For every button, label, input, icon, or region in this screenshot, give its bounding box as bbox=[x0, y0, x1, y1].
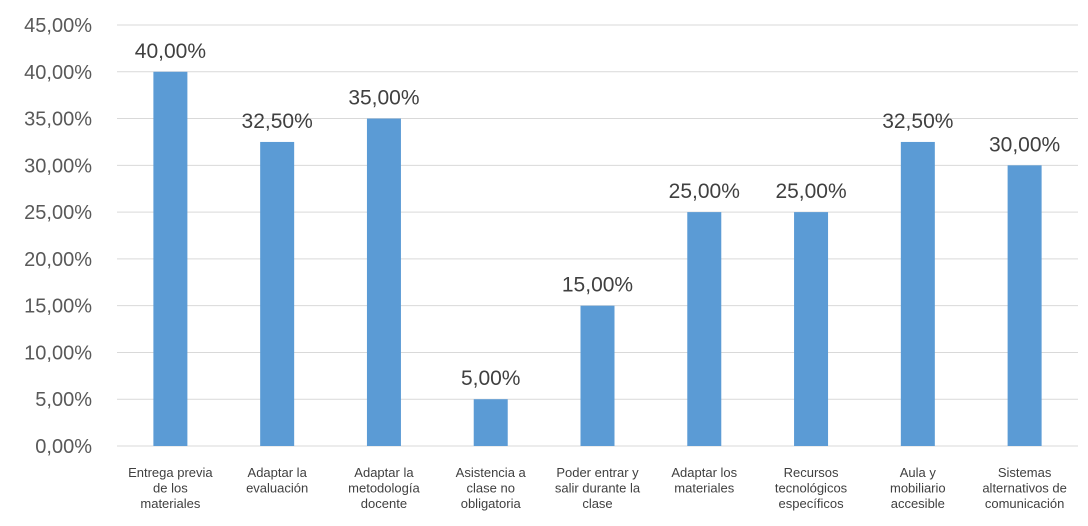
y-tick-label: 10,00% bbox=[24, 342, 92, 364]
x-category-label: Sistemas alternativos de comunicación bbox=[982, 465, 1067, 511]
data-label: 25,00% bbox=[669, 180, 740, 203]
x-category-label: Asistencia a clase no obligatoria bbox=[456, 465, 527, 511]
x-category-label: Poder entrar y salir durante la clase bbox=[555, 465, 641, 511]
bar bbox=[153, 71, 188, 447]
x-category-label: Adaptar los materiales bbox=[671, 465, 737, 496]
y-tick-label: 30,00% bbox=[24, 155, 92, 177]
x-category-label: Aula y mobiliario accesible bbox=[890, 465, 946, 511]
x-axis-category-labels: Entrega previa de los materiales Adaptar la… bbox=[128, 465, 1067, 511]
x-category-label: Entrega previa de los materiales bbox=[128, 465, 213, 511]
x-category-label: Adaptar la metodología docente bbox=[348, 465, 420, 511]
data-label: 25,00% bbox=[775, 180, 846, 203]
data-label: 15,00% bbox=[562, 274, 633, 297]
bar bbox=[794, 212, 829, 446]
y-tick-label: 35,00% bbox=[24, 109, 92, 131]
data-label: 40,00% bbox=[135, 40, 206, 63]
data-label: 32,50% bbox=[242, 110, 313, 133]
bar bbox=[366, 118, 401, 447]
bar bbox=[687, 212, 722, 446]
y-tick-label: 0,00% bbox=[35, 436, 92, 458]
data-labels: 40,00% 32,50% 35,00% 5,00% 15,00% 25,00% 25,00… bbox=[135, 40, 1060, 390]
bar bbox=[1007, 165, 1042, 447]
y-tick-label: 40,00% bbox=[24, 62, 92, 84]
data-label: 5,00% bbox=[461, 367, 521, 390]
y-tick-label: 20,00% bbox=[24, 249, 92, 271]
bar bbox=[580, 305, 615, 446]
x-category-label: Adaptar la evaluación bbox=[246, 465, 308, 496]
data-label: 32,50% bbox=[882, 110, 953, 133]
y-tick-label: 25,00% bbox=[24, 202, 92, 224]
bar bbox=[260, 141, 295, 446]
y-axis-tick-labels: 0,00% 5,00% 10,00% 15,00% 20,00% 25,00% 30,00%… bbox=[24, 15, 92, 458]
data-label: 35,00% bbox=[348, 87, 419, 110]
bar bbox=[473, 399, 508, 446]
y-tick-label: 45,00% bbox=[24, 15, 92, 37]
y-tick-label: 5,00% bbox=[35, 389, 92, 411]
bars bbox=[153, 71, 1042, 447]
y-tick-label: 15,00% bbox=[24, 296, 92, 318]
data-label: 30,00% bbox=[989, 133, 1060, 156]
x-category-label: Recursos tecnológicos específicos bbox=[775, 465, 848, 511]
bar bbox=[900, 141, 935, 446]
